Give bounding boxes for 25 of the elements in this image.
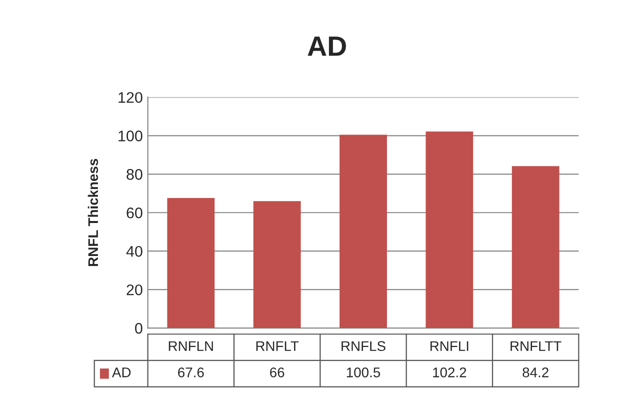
y-tick-label: 20: [126, 284, 142, 296]
x-tick-label: RNFLTT: [510, 341, 562, 351]
x-tick-label: RNFLI: [430, 341, 468, 351]
data-label: 84.2: [522, 368, 548, 378]
x-tick-label: RNFLS: [342, 341, 386, 352]
legend-label: AD: [112, 368, 131, 378]
bar: [167, 198, 215, 328]
data-label: 100.5: [346, 368, 380, 378]
bar: [253, 201, 301, 328]
data-label: 67.6: [178, 368, 204, 378]
y-tick-label: 60: [126, 207, 142, 218]
x-tick-label: RNFLN: [168, 341, 213, 351]
y-tick-label: 80: [126, 169, 142, 180]
y-tick-label: 40: [126, 246, 142, 257]
y-tick-label: 0: [135, 322, 142, 334]
data-label: 102.2: [433, 368, 466, 378]
x-tick-label: RNFLT: [256, 341, 299, 351]
y-tick-label: 100: [118, 130, 142, 142]
bar: [340, 134, 387, 328]
chart-title: AD: [308, 36, 346, 56]
bar: [426, 131, 474, 328]
y-tick-label: 120: [118, 92, 142, 103]
y-axis-title: RNFL Thickness: [88, 158, 98, 266]
data-label: 66: [270, 368, 284, 378]
bar: [512, 166, 560, 328]
